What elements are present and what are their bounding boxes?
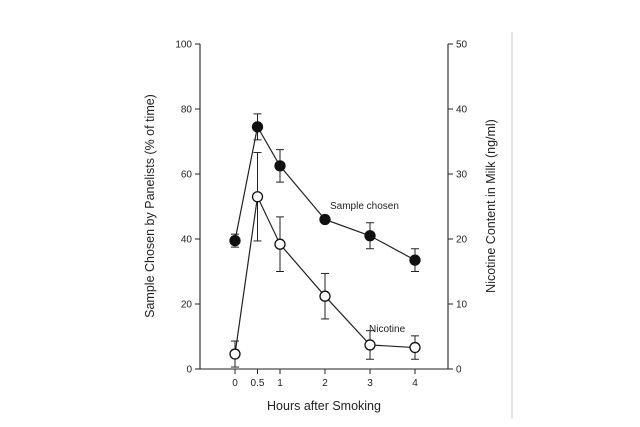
left-y-tick-label: 20: [181, 300, 193, 311]
data-point: [319, 213, 331, 226]
data-point: [319, 290, 331, 302]
data-point: [409, 341, 421, 354]
data-point: [409, 254, 421, 266]
series-layer: [229, 113, 421, 368]
series-nicotine: [229, 152, 421, 368]
right-y-tick-label: 10: [456, 300, 468, 311]
annotation-nicotine: Nicotine: [369, 324, 406, 335]
right-y-tick-label: 20: [456, 235, 468, 246]
x-tick-label: 0: [232, 378, 238, 389]
data-point: [251, 121, 264, 133]
series-line: [234, 194, 416, 355]
series-line: [234, 125, 416, 261]
data-point: [364, 339, 376, 351]
right-y-tick-label: 0: [456, 365, 462, 376]
left-y-tick-label: 100: [175, 40, 192, 51]
series-sample-chosen: [229, 113, 421, 272]
data-point: [364, 230, 376, 242]
data-point: [274, 238, 286, 250]
annotation-sample-chosen: Sample chosen: [330, 201, 399, 212]
data-point: [229, 348, 241, 360]
x-axis-title: Hours after Smoking: [267, 399, 381, 413]
left-y-tick-label: 60: [181, 170, 193, 181]
data-point: [251, 191, 264, 203]
left-y-tick-label: 0: [186, 365, 192, 376]
data-point: [229, 234, 241, 247]
axis-ticks: 0 20 40 60 80 100 0 10 20 30 40 50 0 0.5 1 2 3 4: [175, 40, 467, 390]
left-y-tick-label: 40: [181, 235, 193, 246]
right-y-tick-label: 40: [456, 105, 468, 116]
x-tick-label: 0.5: [251, 378, 265, 389]
left-y-tick-label: 80: [181, 105, 193, 116]
x-tick-label: 4: [412, 378, 418, 389]
x-tick-label: 3: [367, 378, 373, 389]
left-y-axis-title: Sample Chosen by Panelists (% of time): [143, 94, 157, 318]
x-tick-label: 2: [322, 378, 328, 389]
right-y-tick-label: 30: [456, 170, 468, 181]
right-y-axis-title: Nicotine Content in Milk (ng/ml): [484, 119, 498, 293]
x-tick-label: 1: [277, 378, 283, 389]
right-y-tick-label: 50: [456, 40, 468, 51]
data-point: [274, 160, 286, 172]
